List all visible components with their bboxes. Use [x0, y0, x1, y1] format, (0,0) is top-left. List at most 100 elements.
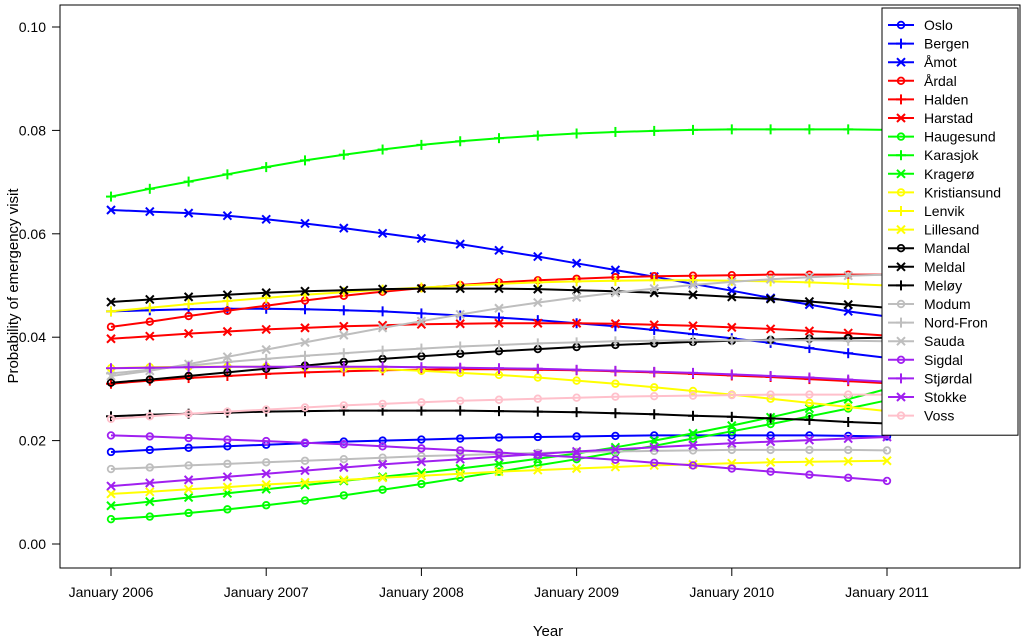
legend-label: Sigdal	[924, 352, 963, 368]
y-tick-label: 0.10	[19, 19, 46, 35]
data-point	[765, 294, 776, 304]
data-point	[183, 208, 194, 218]
data-point	[339, 401, 348, 410]
marker-d2	[339, 462, 349, 473]
data-point	[494, 339, 504, 350]
data-point	[300, 456, 310, 465]
marker-d2	[300, 218, 310, 229]
marker-d2	[416, 457, 427, 467]
legend-marker	[896, 94, 906, 105]
marker-d2	[222, 210, 233, 221]
marker-d2	[145, 294, 155, 305]
data-point	[378, 485, 387, 494]
data-point	[765, 370, 776, 381]
data-point	[571, 258, 582, 268]
series-line	[110, 434, 888, 482]
data-point	[649, 409, 660, 420]
data-point	[184, 443, 193, 453]
legend-item: Kragerø	[888, 166, 975, 182]
data-point	[494, 433, 504, 442]
legend-label: Nord-Fron	[924, 315, 988, 331]
data-point	[300, 465, 310, 476]
data-point	[533, 394, 542, 403]
data-point	[610, 408, 621, 419]
legend-label: Bergen	[924, 36, 969, 52]
data-point	[261, 288, 271, 298]
data-point	[611, 455, 620, 464]
marker-d2	[222, 472, 233, 482]
data-point	[611, 379, 620, 388]
data-point	[416, 405, 427, 416]
legend-item: Meløy	[888, 277, 962, 293]
data-point	[106, 514, 116, 524]
marker-d2	[494, 466, 504, 477]
data-point	[727, 427, 736, 436]
data-point	[106, 205, 116, 215]
data-point	[183, 362, 194, 373]
data-point	[571, 364, 582, 375]
marker-d2	[183, 475, 194, 485]
data-point	[183, 299, 194, 310]
data-point	[571, 337, 582, 348]
marker-d2	[843, 433, 853, 444]
data-point	[494, 303, 504, 313]
data-point	[222, 210, 233, 221]
marker-d2	[261, 214, 271, 225]
marker-d2	[339, 223, 349, 233]
data-point	[416, 308, 427, 319]
legend-label: Åmot	[924, 54, 957, 70]
data-point	[416, 316, 427, 326]
x-tick-label: January 2011	[845, 584, 929, 600]
data-point	[417, 479, 426, 489]
data-point	[532, 277, 543, 288]
data-point	[339, 462, 349, 473]
legend-marker	[896, 392, 906, 402]
marker-d2	[765, 324, 776, 334]
data-point	[843, 433, 853, 444]
data-point	[262, 405, 271, 414]
marker-d2	[106, 334, 116, 344]
data-point	[222, 290, 233, 300]
legend-item: Oslo	[888, 17, 953, 33]
marker-d2	[183, 484, 194, 494]
data-point	[649, 324, 660, 335]
data-point	[455, 362, 466, 373]
marker-d2	[804, 272, 815, 282]
data-point	[494, 451, 504, 462]
marker-d2	[339, 285, 349, 295]
marker-d2	[896, 392, 906, 402]
legend-marker	[896, 150, 906, 161]
data-point	[455, 136, 466, 147]
data-point	[378, 436, 387, 445]
legend-item: Lillesand	[888, 222, 979, 238]
marker-d2	[494, 318, 504, 328]
data-point	[805, 445, 814, 455]
marker-d2	[533, 251, 543, 262]
data-point	[805, 390, 814, 399]
data-point	[882, 456, 892, 466]
x-tick-label: January 2007	[224, 584, 309, 600]
marker-d2	[494, 245, 504, 256]
data-point	[765, 124, 776, 135]
marker-d2	[688, 440, 698, 450]
series-Harstad	[106, 318, 892, 344]
legend-item: Modum	[888, 296, 971, 312]
data-point	[339, 321, 349, 332]
data-point	[106, 363, 116, 374]
marker-d2	[455, 454, 465, 464]
data-point	[377, 345, 388, 356]
data-point	[844, 390, 853, 399]
data-point	[145, 294, 155, 305]
data-point	[726, 335, 737, 346]
marker-d2	[571, 318, 582, 328]
data-point	[222, 361, 233, 372]
y-axis-title: Probability of emergency visit	[5, 188, 22, 384]
data-point	[688, 410, 698, 421]
data-point	[223, 306, 232, 316]
marker-d2	[843, 299, 853, 310]
data-point	[417, 398, 426, 407]
data-point	[144, 183, 155, 194]
data-point	[106, 378, 116, 387]
y-tick-label: 0.02	[19, 433, 46, 449]
marker-d2	[649, 442, 659, 453]
